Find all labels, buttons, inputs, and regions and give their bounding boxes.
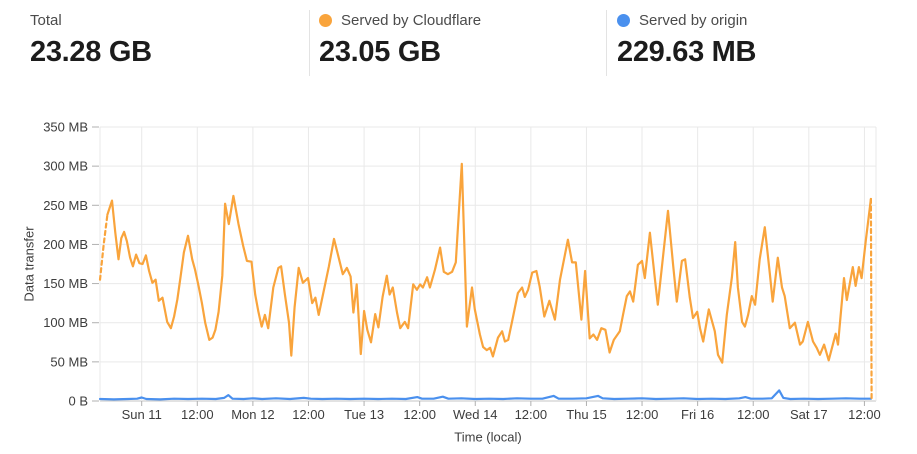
x-tick-label: Thu 15: [566, 407, 606, 422]
origin-value: 229.63 MB: [617, 36, 757, 68]
y-axis-title: Data transfer: [21, 226, 37, 302]
stats-row: Total 23.28 GB Served by Cloudflare 23.0…: [0, 0, 917, 96]
y-tick-label: 150 MB: [43, 276, 88, 291]
x-tick-label: 12:00: [403, 407, 436, 422]
y-tick-label: 100 MB: [43, 315, 88, 330]
total-label-row: Total: [30, 11, 309, 29]
x-tick-label: Sun 11: [122, 407, 162, 422]
stat-divider: [309, 10, 310, 76]
x-tick-label: 12:00: [626, 407, 659, 422]
series-line: [106, 162, 872, 364]
total-value: 23.28 GB: [30, 36, 152, 68]
y-tick-label: 250 MB: [43, 198, 88, 213]
y-tick-label: 50 MB: [50, 354, 88, 369]
y-grid: 0 B 50 MB 100 MB 150 MB 200 MB 250 MB 300 MB 35…: [43, 120, 876, 409]
y-tick-label: 300 MB: [43, 159, 88, 174]
origin-legend-dot-icon: [617, 13, 630, 27]
total-label: Total: [30, 11, 62, 29]
cloudflare-value: 23.05 GB: [319, 36, 441, 68]
x-tick-label: Tue 13: [344, 407, 384, 422]
series-line: [98, 389, 872, 401]
stat-divider: [606, 10, 607, 76]
stat-card-total: Total 23.28 GB: [0, 9, 309, 96]
cloudflare-label: Served by Cloudflare: [341, 11, 482, 29]
x-grid: Sun 11 12:00 Mon 12 12:00 Tue 13 12:00 Wed 14 1…: [99, 127, 881, 422]
series-served-by-origin: [98, 389, 872, 401]
origin-label-row: Served by origin: [617, 11, 917, 29]
x-axis-title: Time (local): [454, 429, 522, 445]
origin-label: Served by origin: [639, 11, 748, 29]
x-tick-label: 12:00: [292, 407, 325, 422]
x-tick-label: 12:00: [737, 407, 770, 422]
y-tick-label: 350 MB: [43, 120, 88, 135]
x-tick-label: Wed 14: [453, 407, 498, 422]
series-tail-dashed: [869, 197, 873, 401]
stat-card-origin: Served by origin 229.63 MB: [607, 9, 917, 96]
y-tick-label: 0 B: [68, 394, 88, 409]
series-served-by-cloudflare: [98, 162, 873, 401]
stat-card-cloudflare: Served by Cloudflare 23.05 GB: [310, 9, 606, 96]
x-tick-label: 12:00: [848, 407, 881, 422]
x-tick-label: 12:00: [515, 407, 548, 422]
cloudflare-legend-dot-icon: [319, 13, 332, 27]
x-tick-label: Sat 17: [790, 407, 828, 422]
x-tick-label: 12:00: [181, 407, 214, 422]
y-tick-label: 200 MB: [43, 237, 88, 252]
x-tick-label: Fri 16: [681, 407, 714, 422]
x-tick-label: Mon 12: [231, 407, 274, 422]
cloudflare-label-row: Served by Cloudflare: [319, 11, 606, 29]
series-head-dashed: [98, 213, 109, 281]
